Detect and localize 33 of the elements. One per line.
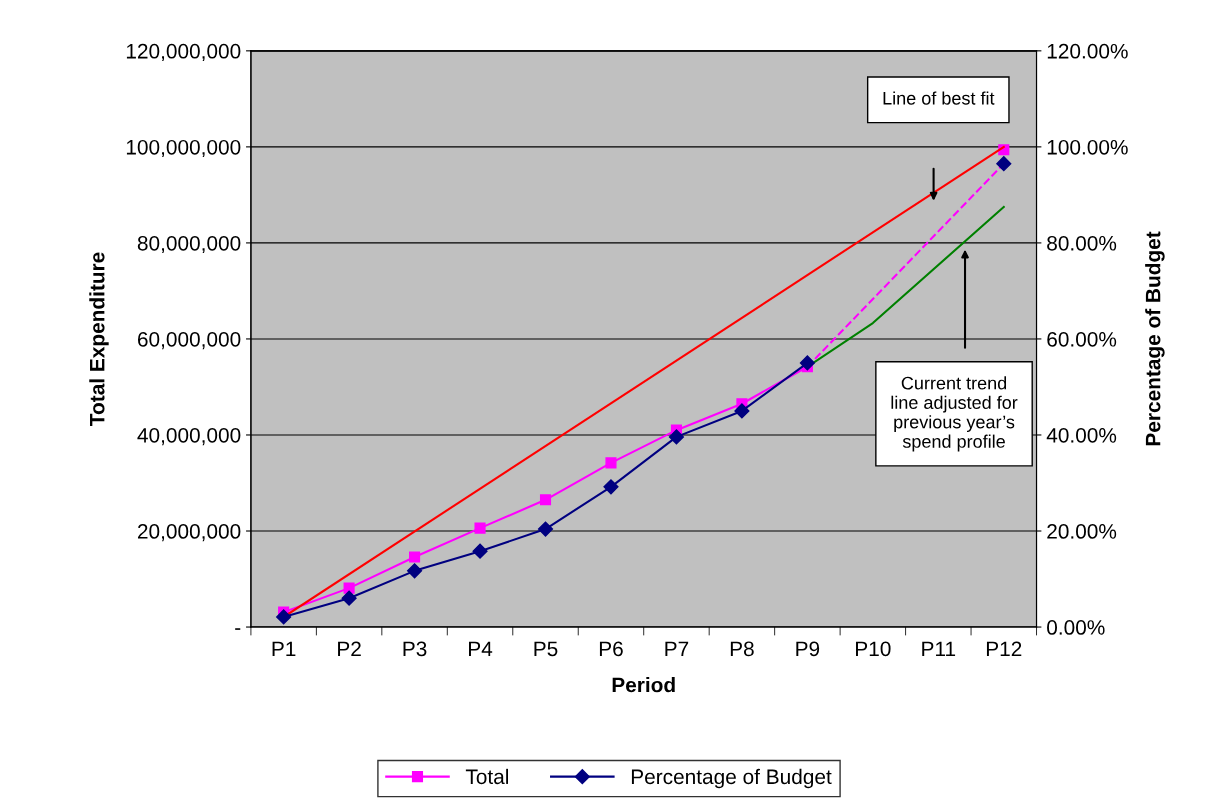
x-tick-label: P3 [403, 641, 427, 657]
x-tick-label: P4 [469, 641, 493, 657]
x-tick-label: P12 [986, 641, 1022, 657]
x-tick-label: P7 [665, 641, 689, 657]
y-tick-label: 80,000,000 [137, 235, 241, 254]
y2-axis-title: Percentage of Budget [1145, 231, 1165, 446]
y-tick-label: - [235, 628, 241, 630]
x-tick-label: P1 [272, 641, 296, 657]
y2-tick-label: 40.00% [1046, 427, 1117, 443]
x-axis-title: Period [612, 677, 675, 693]
y2-tick-label: 120.00% [1047, 43, 1128, 59]
y-tick-label: 60,000,000 [137, 331, 241, 350]
y-axis-title: Total Expenditure [89, 252, 109, 426]
y-tick-label: 20,000,000 [137, 524, 241, 542]
x-tick-label: P8 [730, 641, 754, 657]
y2-tick-label: 60.00% [1047, 331, 1117, 347]
x-tick-label: P5 [534, 641, 558, 657]
y-tick-label: 120,000,000 [126, 43, 241, 62]
legend-label: Total [465, 768, 509, 785]
x-tick-label: P10 [856, 641, 891, 657]
y-tick-label: 40,000,000 [137, 427, 241, 446]
annotation: Line of best fit [883, 91, 995, 105]
x-tick-label: P9 [796, 641, 820, 657]
annotation: Current trend line adjusted for previous year’s spend profile [891, 376, 1018, 452]
y2-tick-label: 100.00% [1047, 139, 1128, 155]
y2-tick-label: 80.00% [1047, 235, 1117, 251]
x-tick-label: P6 [599, 641, 623, 657]
x-tick-label: P11 [922, 641, 956, 657]
x-tick-label: P2 [338, 641, 361, 657]
y2-tick-label: 0.00% [1047, 620, 1105, 635]
legend-label: Percentage of Budget [631, 768, 832, 789]
y-tick-label: 100,000,000 [126, 139, 241, 158]
y2-tick-label: 20.00% [1047, 524, 1117, 539]
